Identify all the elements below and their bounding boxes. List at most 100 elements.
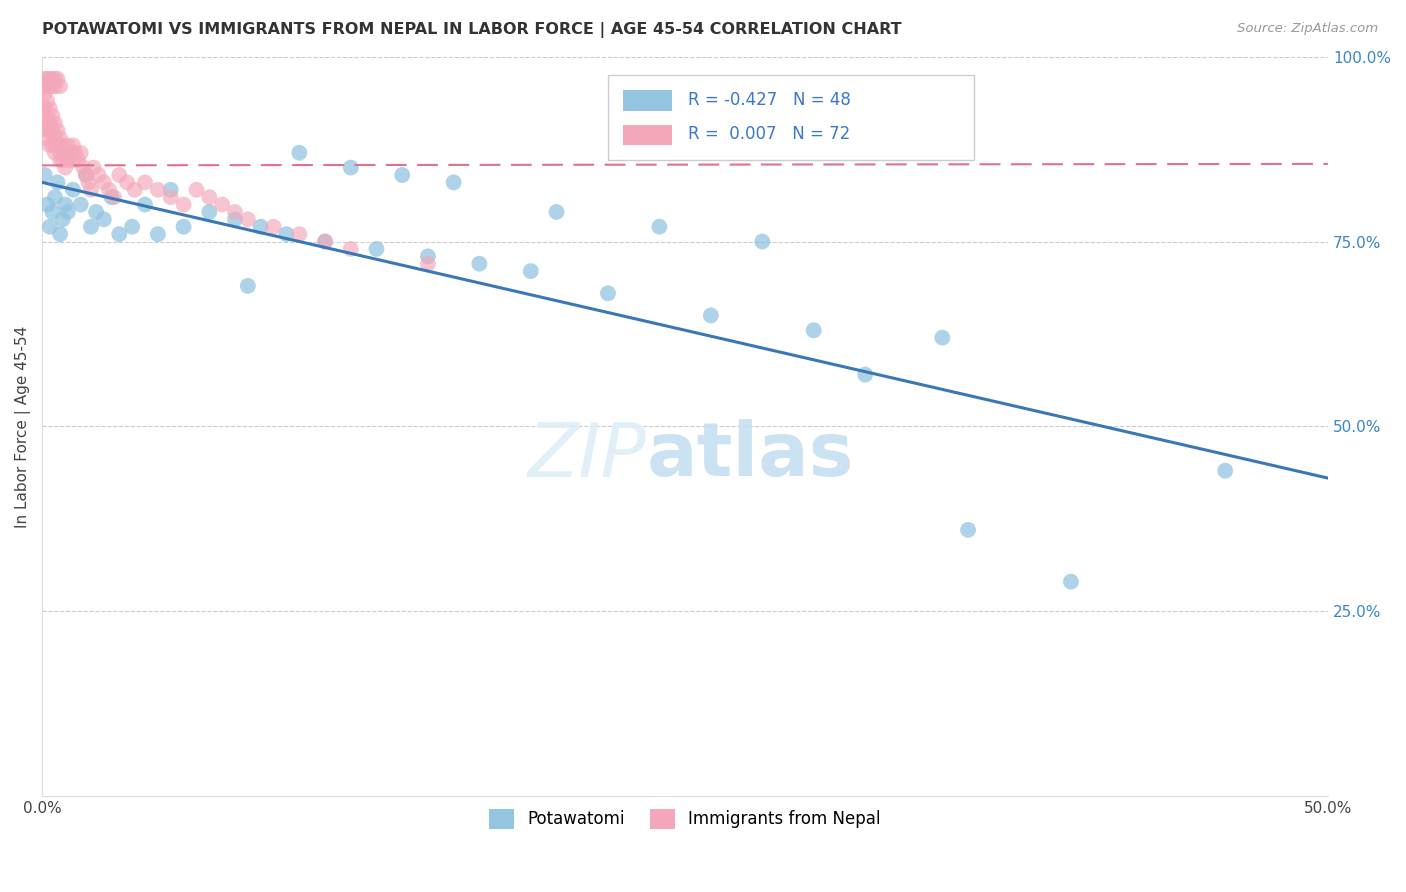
- Point: [67, 153, 90, 168]
- Point: [546, 205, 568, 219]
- Point: [100, 190, 122, 204]
- Point: [37, 131, 59, 145]
- Point: [288, 145, 311, 160]
- Point: [56, 153, 79, 168]
- Point: [72, 161, 94, 175]
- Point: [59, 145, 82, 160]
- Point: [186, 183, 208, 197]
- Point: [224, 205, 246, 219]
- Point: [134, 175, 156, 189]
- Point: [416, 249, 439, 263]
- Text: POTAWATOMI VS IMMIGRANTS FROM NEPAL IN LABOR FORCE | AGE 45-54 CORRELATION CHART: POTAWATOMI VS IMMIGRANTS FROM NEPAL IN L…: [42, 22, 901, 38]
- Point: [46, 71, 69, 86]
- Point: [37, 79, 59, 94]
- Bar: [623, 125, 672, 145]
- Point: [159, 183, 181, 197]
- Point: [41, 123, 63, 137]
- Point: [38, 102, 60, 116]
- Point: [44, 116, 66, 130]
- Point: [62, 138, 84, 153]
- Point: [56, 205, 79, 219]
- Point: [34, 87, 56, 101]
- Point: [41, 109, 63, 123]
- Point: [596, 286, 619, 301]
- Text: Source: ZipAtlas.com: Source: ZipAtlas.com: [1237, 22, 1378, 36]
- Point: [751, 235, 773, 249]
- FancyBboxPatch shape: [607, 75, 974, 161]
- Point: [263, 219, 285, 234]
- Point: [41, 205, 63, 219]
- Point: [49, 79, 72, 94]
- Point: [49, 131, 72, 145]
- Text: R = -0.427   N = 48: R = -0.427 N = 48: [688, 91, 851, 109]
- Point: [391, 168, 413, 182]
- Point: [34, 71, 56, 86]
- Point: [37, 71, 59, 86]
- Point: [75, 168, 97, 182]
- Point: [69, 145, 91, 160]
- Point: [49, 145, 72, 160]
- Point: [34, 168, 56, 182]
- Point: [520, 264, 543, 278]
- Point: [44, 190, 66, 204]
- Point: [69, 197, 91, 211]
- Point: [146, 227, 169, 241]
- Text: atlas: atlas: [647, 419, 853, 492]
- Point: [37, 123, 59, 137]
- Point: [700, 309, 723, 323]
- Point: [34, 102, 56, 116]
- Point: [87, 168, 110, 182]
- Point: [62, 153, 84, 168]
- Point: [443, 175, 465, 189]
- Point: [134, 197, 156, 211]
- Point: [38, 116, 60, 130]
- Point: [49, 153, 72, 168]
- Point: [56, 138, 79, 153]
- Point: [957, 523, 980, 537]
- Point: [41, 138, 63, 153]
- Point: [75, 168, 97, 182]
- Point: [416, 257, 439, 271]
- Point: [224, 212, 246, 227]
- Point: [468, 257, 491, 271]
- Point: [80, 219, 103, 234]
- Point: [65, 145, 87, 160]
- Point: [236, 212, 259, 227]
- Y-axis label: In Labor Force | Age 45-54: In Labor Force | Age 45-54: [15, 326, 31, 527]
- Text: R =  0.007   N = 72: R = 0.007 N = 72: [688, 125, 851, 144]
- Point: [38, 71, 60, 86]
- Point: [37, 109, 59, 123]
- Point: [803, 323, 825, 337]
- Point: [52, 153, 75, 168]
- Point: [211, 197, 233, 211]
- Point: [931, 331, 953, 345]
- Point: [38, 219, 60, 234]
- Point: [93, 212, 115, 227]
- Point: [52, 212, 75, 227]
- Point: [98, 183, 121, 197]
- Point: [93, 175, 115, 189]
- Point: [37, 94, 59, 108]
- Point: [314, 235, 336, 249]
- Point: [146, 183, 169, 197]
- Point: [159, 190, 181, 204]
- Point: [366, 242, 388, 256]
- Point: [49, 227, 72, 241]
- Point: [44, 79, 66, 94]
- Point: [115, 175, 138, 189]
- Point: [288, 227, 311, 241]
- Point: [249, 219, 271, 234]
- Point: [44, 131, 66, 145]
- Point: [46, 175, 69, 189]
- Point: [648, 219, 671, 234]
- Point: [44, 145, 66, 160]
- Point: [53, 145, 76, 160]
- Point: [34, 79, 56, 94]
- Point: [53, 197, 76, 211]
- Point: [276, 227, 298, 241]
- Point: [84, 205, 107, 219]
- Point: [44, 71, 66, 86]
- Point: [108, 227, 131, 241]
- Point: [103, 190, 125, 204]
- Point: [853, 368, 876, 382]
